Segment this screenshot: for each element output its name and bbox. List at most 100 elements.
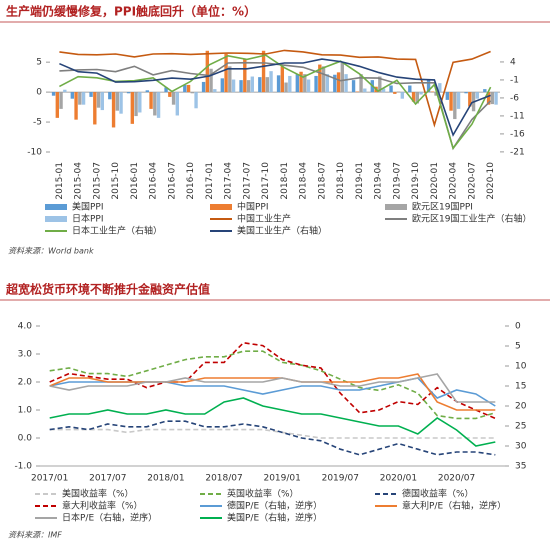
x-tick-label: 2015-10 bbox=[111, 162, 121, 200]
bar bbox=[205, 50, 209, 93]
x-tick-label: 2016-07 bbox=[167, 162, 177, 200]
bar bbox=[265, 77, 269, 93]
bar bbox=[93, 92, 97, 125]
bar bbox=[126, 92, 131, 94]
legend-label: 意大利P/E（右轴，逆序） bbox=[402, 500, 506, 512]
y-tick-label: 5 bbox=[36, 58, 42, 68]
bar bbox=[145, 90, 149, 93]
bar bbox=[438, 83, 442, 93]
bar bbox=[78, 92, 82, 105]
bar bbox=[336, 72, 341, 93]
y2-tick-label: 30 bbox=[515, 442, 527, 452]
bar bbox=[389, 85, 393, 93]
bar bbox=[419, 92, 423, 95]
bar bbox=[164, 87, 168, 93]
y2-tick-label: 20 bbox=[515, 402, 527, 412]
legend-label: 美国工业生产（右轴） bbox=[237, 225, 327, 237]
bar bbox=[378, 76, 382, 93]
bar bbox=[111, 92, 116, 128]
bar bbox=[363, 88, 367, 93]
legend-swatch bbox=[385, 204, 407, 210]
legend-label: 德国P/E（右轴，逆序） bbox=[227, 500, 322, 512]
bar bbox=[284, 82, 288, 93]
bar bbox=[224, 53, 228, 93]
bar bbox=[359, 74, 363, 93]
x-tick-label: 2019/07 bbox=[322, 474, 359, 484]
bar bbox=[138, 92, 142, 113]
series-line bbox=[49, 373, 496, 403]
bar bbox=[430, 91, 434, 93]
series-line bbox=[49, 397, 496, 447]
x-tick-label: 2020-04 bbox=[449, 162, 459, 200]
x-tick-label: 2017-01 bbox=[205, 162, 215, 200]
bar bbox=[100, 92, 104, 111]
x-tick-label: 2018-10 bbox=[336, 162, 346, 200]
bar bbox=[213, 89, 217, 93]
bar bbox=[408, 85, 412, 93]
y2-tick-label: 35 bbox=[515, 462, 526, 472]
bar bbox=[81, 92, 86, 105]
bar bbox=[453, 92, 457, 120]
series-line bbox=[49, 373, 496, 411]
x-tick-label: 2018/01 bbox=[147, 474, 184, 484]
bar bbox=[74, 92, 78, 120]
bar bbox=[299, 71, 303, 93]
legend-swatch bbox=[45, 216, 67, 222]
bar bbox=[175, 92, 179, 116]
bar bbox=[490, 92, 494, 105]
y2-tick-label: -1 bbox=[510, 75, 519, 85]
bar bbox=[156, 92, 161, 118]
bar bbox=[153, 92, 157, 116]
x-tick-label: 2018-04 bbox=[299, 162, 309, 200]
bar bbox=[231, 79, 236, 93]
bar bbox=[411, 92, 416, 102]
y-tick-label: 2.0 bbox=[18, 378, 33, 388]
x-tick-label: 2020-10 bbox=[486, 162, 496, 200]
bar bbox=[220, 78, 224, 93]
y2-tick-label: 4 bbox=[510, 57, 516, 67]
bar bbox=[59, 92, 63, 109]
x-tick-label: 2017/07 bbox=[89, 474, 126, 484]
series-line bbox=[49, 341, 496, 420]
bar bbox=[243, 59, 247, 93]
x-tick-label: 2017-10 bbox=[261, 162, 271, 200]
x-tick-label: 2015-01 bbox=[55, 162, 65, 200]
y-tick-label: 0 bbox=[36, 88, 42, 98]
bar bbox=[295, 74, 299, 93]
y2-tick-label: -16 bbox=[510, 129, 525, 139]
series-line bbox=[59, 61, 492, 151]
bar bbox=[115, 92, 119, 111]
x-tick-label: 2017/01 bbox=[31, 474, 68, 484]
legend-label: 美国收益率（%） bbox=[62, 488, 134, 500]
legend-label: 日本P/E（右轴，逆序） bbox=[62, 512, 157, 524]
bar bbox=[400, 92, 404, 99]
bar bbox=[396, 91, 401, 93]
legend-label: 日本PPI bbox=[72, 213, 104, 225]
bar bbox=[108, 92, 112, 100]
bar bbox=[171, 92, 176, 105]
bar bbox=[51, 92, 56, 96]
x-tick-label: 2018-01 bbox=[280, 162, 290, 200]
y-tick-label: -10 bbox=[27, 148, 42, 158]
bar bbox=[445, 92, 449, 100]
series-line bbox=[49, 350, 496, 420]
bar bbox=[258, 77, 262, 93]
series-line bbox=[49, 420, 496, 456]
legend-swatch bbox=[210, 204, 232, 210]
y-tick-label: 4.0 bbox=[18, 322, 33, 332]
bar bbox=[168, 92, 172, 97]
series-line bbox=[49, 428, 496, 439]
y2-tick-label: 10 bbox=[515, 362, 527, 372]
bar bbox=[63, 89, 67, 93]
bar bbox=[303, 74, 307, 93]
bar bbox=[261, 50, 266, 93]
y-tick-label: -5 bbox=[33, 118, 42, 128]
bar bbox=[434, 92, 438, 96]
bar bbox=[194, 92, 198, 109]
legend-label: 美国PPI bbox=[72, 201, 104, 213]
bar bbox=[306, 79, 311, 93]
y2-tick-label: -11 bbox=[510, 111, 525, 121]
bar bbox=[344, 74, 348, 93]
bar bbox=[494, 92, 498, 105]
bar bbox=[355, 91, 359, 93]
